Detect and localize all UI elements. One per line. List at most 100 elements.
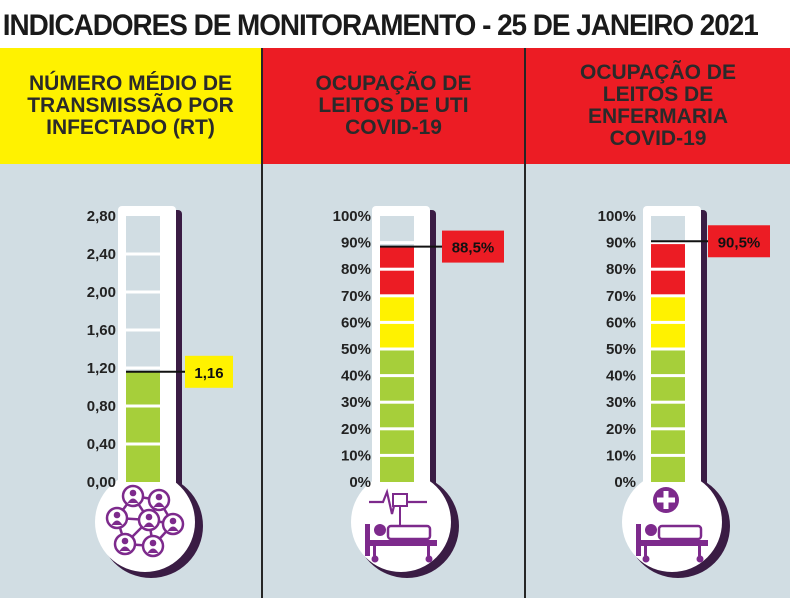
bed-blanket xyxy=(657,524,703,541)
header-enfermaria-label: OCUPAÇÃO DE LEITOS DE ENFERMARIA COVID-1… xyxy=(580,61,736,150)
tick-label: 0,80 xyxy=(87,398,116,415)
tube-separator xyxy=(126,404,160,408)
tube-fill-segment xyxy=(651,428,685,456)
person-head xyxy=(149,539,157,547)
tick-label: 0% xyxy=(349,474,371,491)
tube-fill-segment xyxy=(651,242,685,270)
tube-fill-segment xyxy=(380,269,414,296)
tube-fill-segment xyxy=(380,428,414,456)
gauge-uti: 100% 90% 80% 70% 60% 50% 40% 30% 20% 10% 0% 88,5% xyxy=(333,206,504,578)
bed-wheel xyxy=(425,555,433,563)
value-label: 1,16 xyxy=(194,365,223,382)
tick-label: 2,00 xyxy=(87,284,116,301)
bed-blanket xyxy=(386,524,432,541)
tube-separator xyxy=(380,374,414,378)
person-head xyxy=(121,537,129,545)
monitor-box xyxy=(392,493,408,507)
bed-wheel xyxy=(642,555,650,563)
tube-separator xyxy=(126,290,160,294)
tick-label: 90% xyxy=(341,235,371,252)
tube-fill-segment xyxy=(651,295,685,323)
tube-separator xyxy=(380,320,414,324)
bulb-body xyxy=(622,472,722,572)
tube-fill-segment xyxy=(380,322,414,349)
tick-label: 80% xyxy=(606,261,636,278)
person-body xyxy=(111,520,123,525)
tick-label: 70% xyxy=(606,288,636,305)
tube-fill-segment xyxy=(380,402,414,429)
tube-fill-segment xyxy=(651,349,685,376)
tube-separator xyxy=(651,347,685,351)
tick-label: 0% xyxy=(614,474,636,491)
tube-fill-segment xyxy=(126,406,160,444)
tube-separator xyxy=(651,374,685,378)
tick-label: 70% xyxy=(341,288,371,305)
person-body xyxy=(167,526,179,531)
person-head xyxy=(145,513,153,521)
tube-separator xyxy=(126,366,160,370)
bed-leg xyxy=(373,546,376,556)
tick-label: 40% xyxy=(341,368,371,385)
bed-wheel xyxy=(371,555,379,563)
tick-label: 0,00 xyxy=(87,474,116,491)
tube-separator xyxy=(651,241,685,245)
tick-label: 2,80 xyxy=(87,208,116,225)
tube-fill-segment xyxy=(651,402,685,429)
person-head xyxy=(155,493,163,501)
tube-separator xyxy=(380,347,414,351)
tick-label: 30% xyxy=(341,394,371,411)
tube-fill-segment xyxy=(126,444,160,482)
tick-label: 1,60 xyxy=(87,322,116,339)
tube-separator xyxy=(651,427,685,431)
tick-label: 100% xyxy=(598,208,636,225)
value-label: 90,5% xyxy=(718,234,761,251)
tick-label: 60% xyxy=(341,314,371,331)
value-badge xyxy=(442,230,504,263)
tick-label: 90% xyxy=(606,235,636,252)
tick-label: 50% xyxy=(606,341,636,358)
tube-fill-segment xyxy=(380,375,414,403)
tick-label: 1,20 xyxy=(87,360,116,377)
tube-separator xyxy=(651,320,685,324)
tube-fill-segment xyxy=(651,375,685,403)
tick-label: 40% xyxy=(606,368,636,385)
bed-frame xyxy=(365,540,437,546)
tube-fill-segment xyxy=(380,349,414,376)
person-body xyxy=(153,502,165,507)
gauge-enfermaria: 100% 90% 80% 70% 60% 50% 40% 30% 20% 10% 0% 90,5% xyxy=(598,206,770,578)
value-label: 88,5% xyxy=(452,240,495,257)
icu-bed-icon xyxy=(365,488,437,563)
tube-separator xyxy=(380,294,414,298)
person-head xyxy=(113,511,121,519)
person-head xyxy=(129,489,137,497)
cross-horizontal xyxy=(657,497,675,503)
tube-fill-segment xyxy=(380,295,414,323)
header-uti-label: OCUPAÇÃO DE LEITOS DE UTI COVID-19 xyxy=(315,72,472,139)
patient-head xyxy=(645,524,657,536)
person-body xyxy=(143,522,155,527)
tube-separator xyxy=(651,267,685,271)
gauge-rt: 2,80 2,40 2,00 1,60 1,20 0,80 0,40 0,00 1,16 xyxy=(87,206,233,578)
bed-frame xyxy=(636,540,708,546)
header-enfermaria: OCUPAÇÃO DE LEITOS DE ENFERMARIA COVID-1… xyxy=(526,48,790,164)
patient-head xyxy=(374,524,386,536)
tick-label: 20% xyxy=(341,421,371,438)
tick-label: 30% xyxy=(606,394,636,411)
tick-label: 80% xyxy=(341,261,371,278)
value-badge xyxy=(708,225,770,258)
bed-leg xyxy=(698,546,701,556)
tube-fill-segment xyxy=(651,322,685,349)
tube-separator xyxy=(380,427,414,431)
people-network-icon xyxy=(105,484,185,558)
bed-leg xyxy=(427,546,430,556)
tick-label: 60% xyxy=(606,314,636,331)
person-head xyxy=(169,517,177,525)
person-body xyxy=(147,548,159,553)
page-title: INDICADORES DE MONITORAMENTO - 25 DE JAN… xyxy=(2,9,759,42)
tube-fill-segment xyxy=(126,371,160,406)
header-rt-label: NÚMERO MÉDIO DE TRANSMISSÃO POR INFECTAD… xyxy=(27,72,234,139)
tube-fill-segment xyxy=(380,246,414,270)
tube-separator xyxy=(126,252,160,256)
tube-separator xyxy=(380,453,414,457)
tube-separator xyxy=(380,400,414,404)
